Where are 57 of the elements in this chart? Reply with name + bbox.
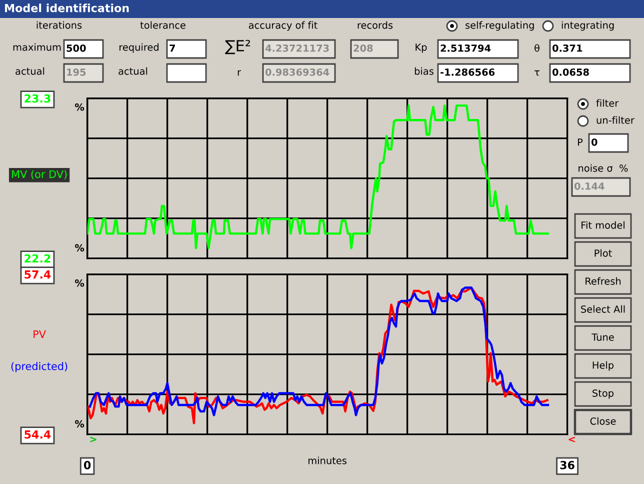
text: %	[74, 279, 84, 287]
text: ∑E²	[225, 40, 250, 54]
text: bias	[414, 67, 434, 75]
text: filter	[596, 99, 619, 107]
text: tolerance	[140, 21, 186, 29]
text: 0.98369364	[265, 68, 330, 76]
text: self-regulating	[466, 21, 534, 31]
text: Model identification	[5, 4, 129, 12]
text: 0.371	[552, 44, 582, 52]
y-tick-label: 22.2	[24, 254, 50, 263]
text: >	[90, 436, 96, 442]
text: 2.513794	[440, 44, 491, 52]
text: 0.144	[574, 182, 604, 190]
text: maximum	[13, 43, 61, 51]
text: Close	[590, 417, 616, 425]
x-axis-title: minutes	[308, 456, 347, 464]
text: Select All	[581, 305, 625, 313]
text: actual	[16, 67, 44, 75]
text: MV (or DV)	[12, 170, 67, 180]
text: Plot	[594, 249, 612, 257]
text: iterations	[36, 21, 82, 29]
text: 195	[67, 68, 86, 76]
text: %	[74, 103, 84, 111]
text: PV	[34, 330, 46, 338]
text: θ	[534, 44, 540, 52]
text: actual	[118, 67, 148, 75]
text: 0.0658	[552, 68, 589, 76]
text: -1.286566	[440, 68, 495, 76]
x-tick-label: 36	[560, 460, 574, 470]
text: 0	[591, 138, 598, 146]
text: 4.23721173	[265, 44, 329, 52]
text: un-filter	[596, 116, 634, 124]
text: 7	[170, 44, 175, 52]
text: records	[358, 21, 393, 29]
text: %	[74, 244, 84, 252]
line-series	[87, 104, 550, 250]
text: Fit model	[582, 221, 624, 229]
text: required	[120, 43, 158, 53]
text: r	[238, 70, 241, 76]
text: <	[568, 436, 575, 442]
text: Tune	[592, 334, 614, 341]
text: Stop	[592, 389, 614, 399]
text: Refresh	[586, 277, 621, 285]
text: 208	[354, 44, 373, 52]
text: P	[578, 138, 583, 146]
y-tick-label: 54.4	[24, 430, 51, 439]
y-tick-label: 57.4	[24, 270, 51, 279]
text: Kp	[416, 44, 427, 53]
text: accuracy of fit	[248, 21, 318, 31]
text: (predicted)	[11, 362, 68, 372]
y-tick-label: 23.3	[24, 94, 50, 103]
text: Help	[592, 361, 614, 371]
text: noise σ %	[578, 164, 628, 172]
text: integrating	[562, 21, 614, 31]
text: %	[74, 420, 84, 428]
text: τ	[534, 70, 540, 76]
text: 500	[66, 44, 86, 52]
